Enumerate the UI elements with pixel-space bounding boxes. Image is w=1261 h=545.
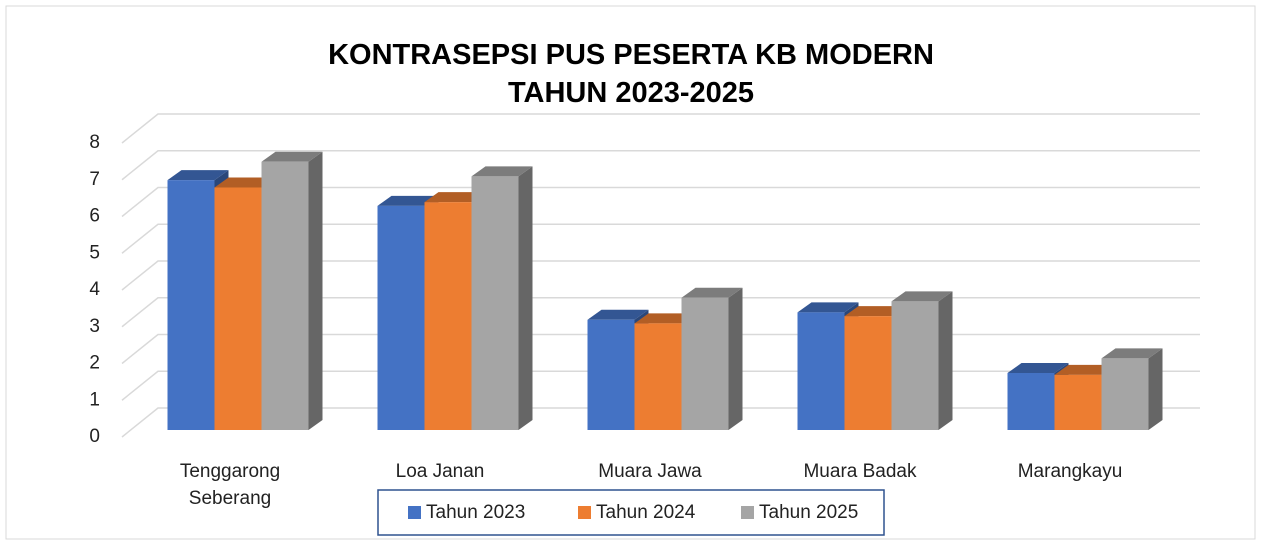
bar bbox=[471, 166, 533, 431]
x-tick-label: Muara Badak bbox=[803, 461, 917, 482]
bar bbox=[1101, 348, 1163, 430]
bar-front bbox=[377, 205, 425, 430]
bar-side bbox=[728, 287, 743, 430]
grid-line bbox=[121, 150, 1200, 181]
grid-line bbox=[121, 260, 1200, 291]
bar-front bbox=[634, 323, 682, 430]
x-tick-label: Muara Jawa bbox=[598, 461, 702, 482]
bar-top bbox=[634, 313, 696, 324]
bar-front bbox=[681, 297, 729, 430]
y-tick-label: 0 bbox=[89, 426, 100, 447]
legend-swatch bbox=[408, 506, 421, 519]
legend-label: Tahun 2023 bbox=[426, 502, 525, 523]
bar-top bbox=[891, 291, 953, 302]
bar-top bbox=[797, 302, 859, 313]
legend-label: Tahun 2024 bbox=[596, 502, 696, 523]
bar-front bbox=[1007, 373, 1055, 430]
y-tick-label: 2 bbox=[89, 353, 100, 374]
bar-side bbox=[518, 166, 533, 431]
bar-front bbox=[424, 202, 472, 430]
bar-front bbox=[471, 176, 519, 430]
bar-front bbox=[891, 301, 939, 430]
x-tick-label: Tenggarong Seberang bbox=[179, 461, 281, 509]
y-tick-label: 3 bbox=[89, 316, 100, 337]
bar-front bbox=[214, 187, 262, 430]
bar-top bbox=[261, 151, 323, 162]
bar bbox=[891, 291, 953, 430]
bar-top bbox=[844, 306, 906, 317]
legend-label: Tahun 2025 bbox=[759, 502, 858, 523]
y-tick-label: 7 bbox=[89, 169, 100, 190]
bar-front bbox=[587, 319, 635, 430]
bar-top bbox=[1007, 363, 1069, 374]
bar-top bbox=[471, 166, 533, 177]
y-tick-label: 1 bbox=[89, 389, 100, 410]
bar bbox=[681, 287, 743, 430]
bar-top bbox=[167, 170, 229, 181]
bar-top bbox=[377, 195, 439, 206]
chart-title: KONTRASEPSI PUS PESERTA KB MODERN TAHUN … bbox=[328, 39, 934, 109]
grid-line bbox=[121, 113, 1200, 144]
y-tick-label: 8 bbox=[89, 132, 100, 153]
bar-top bbox=[1054, 364, 1116, 375]
legend-box bbox=[377, 489, 885, 536]
bar-top bbox=[214, 177, 276, 188]
bar-side bbox=[308, 151, 323, 430]
bar-top bbox=[587, 309, 649, 320]
bar-front bbox=[167, 180, 215, 430]
bar-side bbox=[1148, 348, 1163, 430]
bar-side bbox=[938, 291, 953, 430]
x-tick-label: Loa Janan bbox=[395, 461, 485, 482]
bar bbox=[261, 151, 323, 430]
bar-front bbox=[797, 312, 845, 430]
bar-top bbox=[681, 287, 743, 298]
bar-front bbox=[1054, 374, 1102, 430]
chart-border bbox=[5, 5, 1256, 540]
bar-top bbox=[1101, 348, 1163, 359]
x-tick-label: Marangkayu bbox=[1017, 461, 1123, 482]
bar-front bbox=[261, 161, 309, 430]
grid-line bbox=[121, 297, 1200, 328]
y-tick-label: 5 bbox=[89, 242, 100, 263]
grid-line bbox=[121, 186, 1200, 218]
y-tick-label: 6 bbox=[89, 206, 100, 227]
y-tick-label: 4 bbox=[89, 279, 100, 300]
grid-line bbox=[121, 223, 1200, 254]
bar-front bbox=[1101, 358, 1149, 430]
bar-front bbox=[844, 316, 892, 430]
bar-top bbox=[424, 192, 486, 203]
legend-swatch bbox=[578, 506, 591, 519]
legend-swatch bbox=[741, 506, 754, 519]
